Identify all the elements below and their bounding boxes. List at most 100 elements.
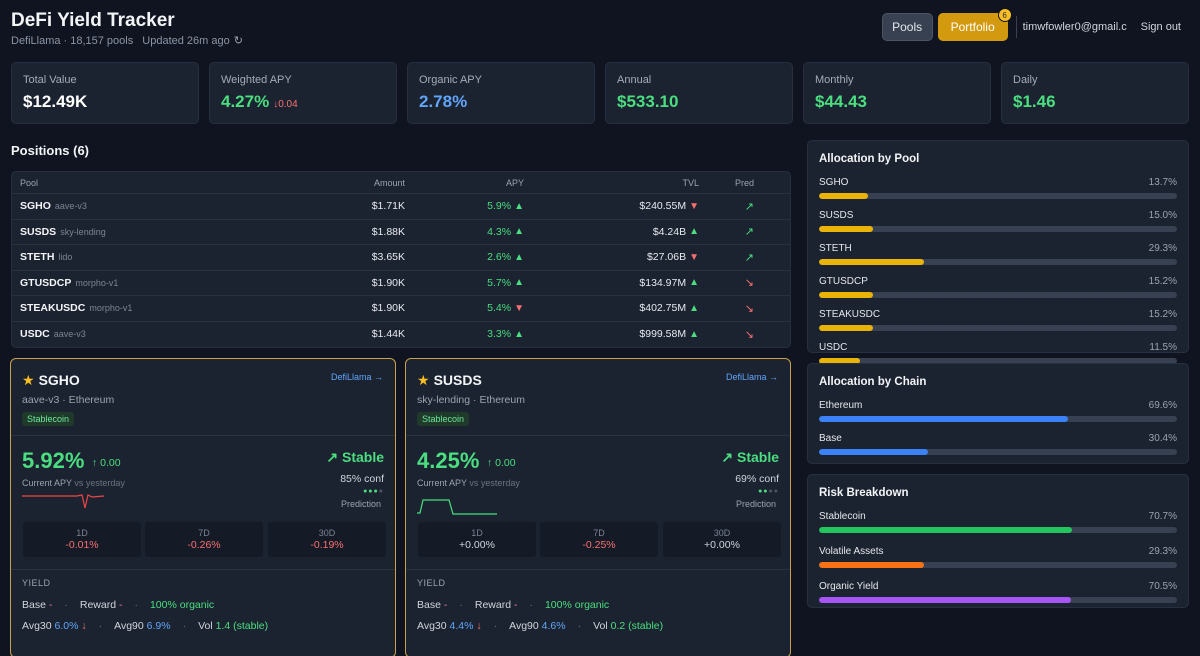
defillama-link[interactable]: DefiLlama → xyxy=(330,372,383,382)
stat-value-text: $1.46 xyxy=(1013,92,1056,111)
allocation-fill xyxy=(819,562,924,568)
pool-project: lido xyxy=(58,252,73,263)
pools-button[interactable]: Pools xyxy=(881,13,933,41)
arrow-up-icon: ▲ xyxy=(514,251,524,263)
pool-project: sky-lending xyxy=(60,226,106,237)
arrow-down-icon: ↓ xyxy=(476,620,482,632)
tvl-cell: $134.97M ▲ xyxy=(639,271,699,296)
stat-label: Daily xyxy=(1013,74,1038,86)
pool-card[interactable]: ★ SUSDS DefiLlama → sky-lending · Ethereum S… xyxy=(405,358,791,656)
app-title: DeFi Yield Tracker xyxy=(11,10,175,31)
apy-cell: 5.9% ▲ xyxy=(487,194,524,219)
table-row[interactable]: USDC aave-v3 $1.44K 3.3% ▲ $999.58M ▲ ↘ xyxy=(12,322,790,348)
allocation-track xyxy=(819,259,1177,265)
apy-cell: 3.3% ▲ xyxy=(487,322,524,348)
tvl-value: $4.24B xyxy=(652,225,687,238)
sign-out-link[interactable]: Sign out xyxy=(1140,21,1181,33)
period-value: -0.19% xyxy=(310,539,344,551)
pool-symbol: STEAKUSDC xyxy=(20,302,86,315)
prediction-label: Prediction xyxy=(735,499,776,509)
allocation-row: Stablecoin 70.7% xyxy=(819,511,1177,533)
period-label: 1D xyxy=(76,528,88,538)
stat-card: Annual $533.10 xyxy=(605,62,793,124)
pool-card[interactable]: ★ SGHO DefiLlama → aave-v3 · Ethereum Stable… xyxy=(10,358,396,656)
vol-label: Vol xyxy=(593,620,608,632)
col-amount[interactable]: Amount xyxy=(373,177,405,188)
stat-value: 4.27% ↓0.04 xyxy=(221,92,385,112)
allocation-track xyxy=(819,325,1177,331)
apy-cell: 5.4% ▼ xyxy=(487,296,524,321)
col-tvl[interactable]: TVL xyxy=(682,177,699,188)
col-pred[interactable]: Pred xyxy=(734,177,754,188)
table-row[interactable]: GTUSDCP morpho-v1 $1.90K 5.7% ▲ $134.97M ▲ ↘ xyxy=(12,271,790,296)
arrow-up-icon: ▲ xyxy=(514,200,524,212)
stat-card: Daily $1.46 xyxy=(1001,62,1189,124)
apy-cell: 2.6% ▲ xyxy=(487,245,524,270)
allocation-label: GTUSDCP xyxy=(819,276,868,287)
arrow-down-icon: ↓ xyxy=(81,620,87,632)
allocation-label: Base xyxy=(819,433,842,444)
table-row[interactable]: STETH lido $3.65K 2.6% ▲ $27.06B ▼ ↗ xyxy=(12,245,790,271)
defillama-link[interactable]: DefiLlama → xyxy=(725,372,778,382)
stat-value-text: 2.78% xyxy=(419,92,468,111)
pred-cell: ↘ xyxy=(745,296,754,321)
allocation-row: GTUSDCP 15.2% xyxy=(819,276,1177,298)
apy-value: 4.3% xyxy=(487,225,512,238)
allocation-label: STETH xyxy=(819,243,852,254)
period-change-box: 30D +0.00% xyxy=(663,522,781,557)
panel-title: Allocation by Pool xyxy=(819,153,920,165)
trend-down-icon: ↘ xyxy=(744,277,754,290)
apy-change: ↑ 0.00 xyxy=(487,457,516,469)
table-row[interactable]: SUSDS sky-lending $1.88K 4.3% ▲ $4.24B ▲ ↗ xyxy=(12,220,790,245)
category-tag: Stablecoin xyxy=(417,412,470,426)
allocation-label: STEAKUSDC xyxy=(819,309,881,320)
allocation-track xyxy=(819,597,1177,603)
allocation-percent: 69.6% xyxy=(1148,400,1177,411)
apy-cell: 5.7% ▲ xyxy=(487,271,524,296)
apy-value: 5.7% xyxy=(487,276,512,289)
stat-value: $533.10 xyxy=(617,92,781,112)
tvl-value: $134.97M xyxy=(639,276,687,289)
user-email: timwfowler0@gmail.com xyxy=(1022,21,1127,33)
card-header: ★ SUSDS DefiLlama → sky-lending · Ethereum S… xyxy=(406,359,790,436)
vol-value: 0.2 (stable) xyxy=(610,620,664,632)
allocation-row: USDC 11.5% xyxy=(819,342,1177,364)
stat-value: $12.49K xyxy=(23,92,187,112)
stat-value: $44.43 xyxy=(815,92,979,112)
refresh-icon[interactable]: ↻ xyxy=(233,35,243,47)
allocation-row: STEAKUSDC 15.2% xyxy=(819,309,1177,331)
allocation-percent: 15.2% xyxy=(1148,276,1177,287)
pool-cell: STEAKUSDC morpho-v1 xyxy=(20,296,132,321)
tvl-value: $27.06B xyxy=(646,251,687,264)
portfolio-button[interactable]: Portfolio 6 xyxy=(937,8,1012,41)
allocation-row: SGHO 13.7% xyxy=(819,177,1177,199)
base-label: Base xyxy=(417,599,441,611)
table-row[interactable]: SGHO aave-v3 $1.71K 5.9% ▲ $240.55M ▼ ↗ xyxy=(12,194,790,220)
stat-card: Weighted APY 4.27% ↓0.04 xyxy=(209,62,397,124)
reward-value: - xyxy=(513,599,518,611)
star-icon[interactable]: ★ xyxy=(417,372,430,388)
allocation-label: Organic Yield xyxy=(819,581,879,592)
allocation-fill xyxy=(819,292,874,298)
avg30-label: Avg30 xyxy=(417,620,447,632)
current-apy: 5.92% xyxy=(22,448,85,473)
stat-value-text: $533.10 xyxy=(617,92,679,111)
allocation-percent: 13.7% xyxy=(1148,177,1177,188)
period-change-box: 30D -0.19% xyxy=(268,522,386,557)
allocation-label: Ethereum xyxy=(819,400,863,411)
table-row[interactable]: STEAKUSDC morpho-v1 $1.90K 5.4% ▼ $402.75M ▲ ↘ xyxy=(12,296,790,322)
period-label: 30D xyxy=(713,528,731,538)
col-pool[interactable]: Pool xyxy=(20,177,39,188)
amount-cell: $1.71K xyxy=(371,200,405,213)
period-label: 7D xyxy=(198,528,210,538)
allocation-label: Volatile Assets xyxy=(819,546,884,557)
card-project-chain: sky-lending · Ethereum xyxy=(417,394,525,406)
pool-project: morpho-v1 xyxy=(89,303,133,314)
allocation-label: SUSDS xyxy=(819,210,854,221)
pool-symbol: GTUSDCP xyxy=(20,276,72,289)
col-apy[interactable]: APY xyxy=(505,177,524,188)
panel-title: Allocation by Chain xyxy=(819,376,927,388)
amount-cell: $1.90K xyxy=(371,276,405,289)
allocation-track xyxy=(819,449,1177,455)
star-icon[interactable]: ★ xyxy=(22,372,35,388)
